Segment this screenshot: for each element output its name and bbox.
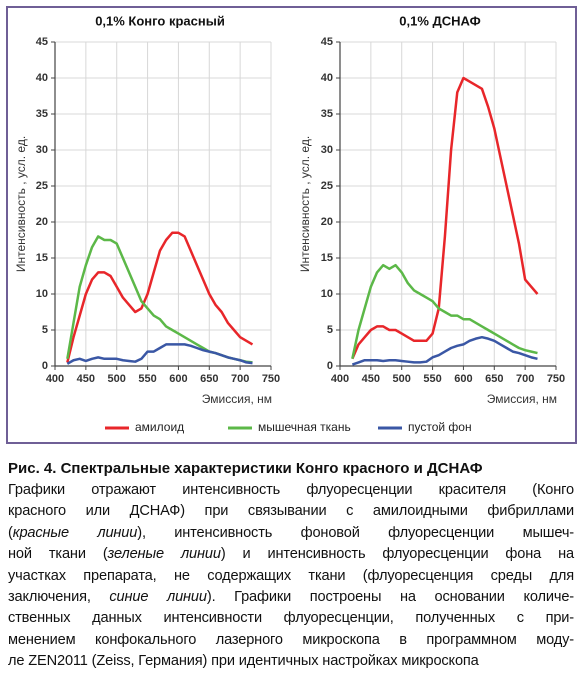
chart-title: 0,1% Конго красный [95,13,225,28]
series-line [66,343,253,365]
y-tick-label: 15 [321,252,333,264]
x-axis-label: Эмиссия, нм [487,392,557,406]
caption-line: менением конфокального лазерного микроск… [8,630,574,651]
caption-text: ) и интенсивность флуоресценции фона на [220,546,574,563]
caption-text: красного или ДСНАФ) при связывании с ами… [8,503,574,520]
caption-line: Графики отражают интенсивность флуоресце… [8,480,574,501]
x-tick-label: 750 [262,373,280,385]
y-tick-label: 30 [36,144,48,156]
caption-text: Графики отражают интенсивность флуоресце… [8,482,574,498]
y-tick-label: 10 [36,288,48,300]
caption-text: ), интенсивность фоновой флуоресценции м… [137,524,574,541]
y-tick-label: 0 [42,360,48,372]
caption-line: заключения, синие линии). Графики постро… [8,587,574,608]
x-tick-label: 700 [231,373,249,385]
y-tick-label: 25 [321,180,333,192]
caption-line: красного или ДСНАФ) при связывании с ами… [8,501,574,522]
caption-text: ). Графики построены на основании количе… [206,589,575,606]
y-axis-label: Интенсивность , усл. ед. [298,136,312,272]
caption-text: красные линии [12,524,138,541]
x-tick-label: 650 [485,373,503,385]
x-tick-label: 500 [108,373,126,385]
x-tick-label: 400 [331,373,349,385]
y-tick-label: 40 [321,72,333,84]
caption-text: ( [8,524,13,541]
legend-label: пустой фон [408,420,472,434]
caption-text: менением конфокального лазерного микроск… [8,631,574,648]
x-tick-label: 600 [454,373,472,385]
series-line [351,335,538,366]
caption-text: участках препарата, не содержащих ткани … [8,567,574,584]
x-tick-label: 450 [77,373,95,385]
caption-line: участках препарата, не содержащих ткани … [8,566,574,587]
x-tick-label: 700 [516,373,534,385]
caption-text: зеленые линии [107,546,221,563]
legend-label: мышечная ткань [258,420,351,434]
x-tick-label: 500 [393,373,411,385]
caption-body: Графики отражают интенсивность флуоресце… [8,480,574,673]
y-axis-label: Интенсивность , усл. ед. [14,136,28,272]
caption-text: ственных данных интенсивности флуоресцен… [8,610,574,627]
y-tick-label: 35 [321,108,333,120]
y-tick-label: 20 [36,216,48,228]
caption-text: заключения, [8,589,110,606]
series-line [351,76,539,360]
y-tick-label: 25 [36,180,48,192]
caption-text: синие линии [109,589,207,606]
y-tick-label: 10 [321,288,333,300]
series-line [351,263,538,360]
x-tick-label: 750 [547,373,565,385]
caption-line: ной ткани (зеленые линии) и интенсивност… [8,544,574,565]
x-tick-label: 400 [46,373,64,385]
y-tick-label: 45 [321,36,333,48]
x-tick-label: 450 [362,373,380,385]
y-tick-label: 15 [36,252,48,264]
y-tick-label: 30 [321,144,333,156]
x-tick-label: 550 [138,373,156,385]
caption-line: (красные линии), интенсивность фоновой ф… [8,523,574,544]
legend-label: амилоид [135,420,184,434]
x-tick-label: 550 [423,373,441,385]
caption-line: ственных данных интенсивности флуоресцен… [8,608,574,629]
y-tick-label: 45 [36,36,48,48]
y-tick-label: 5 [42,324,48,336]
y-tick-label: 5 [327,324,333,336]
y-tick-label: 0 [327,360,333,372]
y-tick-label: 35 [36,108,48,120]
caption-text: ле ZEN2011 (Zeiss, Германия) при идентич… [8,653,479,670]
figure-frame [6,6,577,444]
x-tick-label: 600 [169,373,187,385]
caption-title: Рис. 4. Спектральные характеристики Конг… [8,460,483,477]
series-line [66,231,254,363]
caption-line: ле ZEN2011 (Zeiss, Германия) при идентич… [8,651,574,672]
caption-text: ной ткани ( [8,546,108,563]
x-axis-label: Эмиссия, нм [202,392,272,406]
chart-title: 0,1% ДСНАФ [399,13,480,28]
x-tick-label: 650 [200,373,218,385]
y-tick-label: 20 [321,216,333,228]
y-tick-label: 40 [36,72,48,84]
caption: Рис. 4. Спектральные характеристики Конг… [8,458,574,673]
